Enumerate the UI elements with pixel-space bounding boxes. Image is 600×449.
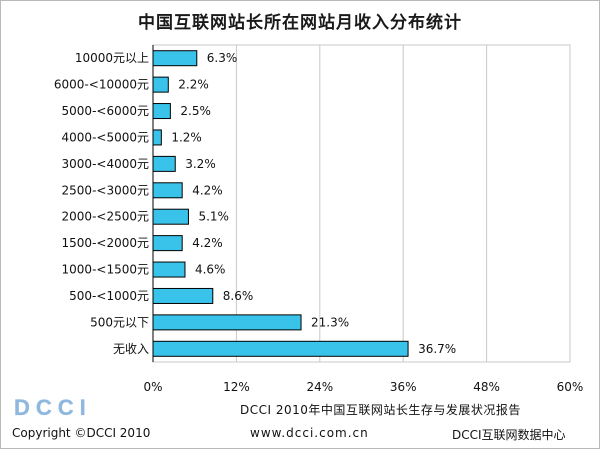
data-center-name: DCCI互联网数据中心 bbox=[452, 428, 566, 442]
bar bbox=[152, 340, 409, 357]
dcci-logo: DCCI bbox=[14, 396, 92, 418]
category-label: 6000-<10000元 bbox=[54, 78, 149, 92]
grid-layer bbox=[152, 44, 571, 363]
copyright-text: Copyright ©DCCI 2010 bbox=[12, 426, 151, 440]
data-label: 3.2% bbox=[185, 157, 216, 171]
bar bbox=[152, 103, 171, 120]
bar bbox=[152, 208, 189, 225]
category-label: 2500-<3000元 bbox=[62, 183, 149, 197]
x-tick-label: 24% bbox=[306, 380, 333, 394]
x-tick-label: 36% bbox=[390, 380, 417, 394]
category-label: 无收入 bbox=[113, 342, 149, 356]
data-label: 2.5% bbox=[180, 104, 211, 118]
bar bbox=[152, 287, 214, 304]
x-tick-label: 48% bbox=[473, 380, 500, 394]
data-label: 1.2% bbox=[171, 130, 202, 144]
category-label: 4000-<5000元 bbox=[62, 130, 149, 144]
data-label: 21.3% bbox=[311, 315, 349, 329]
x-tick-label: 12% bbox=[223, 380, 250, 394]
category-label: 1500-<2000元 bbox=[62, 236, 149, 250]
category-label: 10000元以上 bbox=[75, 51, 149, 65]
bar bbox=[152, 76, 169, 93]
data-label: 6.3% bbox=[207, 51, 238, 65]
x-tick-label: 0% bbox=[143, 380, 162, 394]
report-title: DCCI 2010年中国互联网站长生存与发展状况报告 bbox=[240, 403, 521, 417]
logo-text: DCCI bbox=[14, 396, 92, 418]
data-label: 4.2% bbox=[192, 183, 223, 197]
category-label: 500-<1000元 bbox=[69, 289, 149, 303]
data-label: 4.2% bbox=[192, 236, 223, 250]
data-label: 36.7% bbox=[418, 342, 456, 356]
bar bbox=[152, 235, 183, 252]
labels-layer: 0% 12% 24% 36% 48% 60% 10000元以上 6.3% 6000-<10000… bbox=[54, 51, 583, 394]
chart-title: 中国互联网站长所在网站月收入分布统计 bbox=[138, 13, 462, 33]
data-label: 5.1% bbox=[198, 210, 229, 224]
bar bbox=[152, 182, 183, 199]
category-label: 1000-<1500元 bbox=[62, 263, 149, 277]
website-url: www.dcci.com.cn bbox=[250, 426, 369, 440]
bars-layer bbox=[152, 50, 409, 357]
category-label: 500元以下 bbox=[90, 315, 149, 329]
bar bbox=[152, 314, 302, 331]
category-label: 2000-<2500元 bbox=[62, 210, 149, 224]
data-label: 4.6% bbox=[195, 263, 226, 277]
x-tick-label: 60% bbox=[557, 380, 584, 394]
category-label: 3000-<4000元 bbox=[62, 157, 149, 171]
bar bbox=[152, 129, 162, 146]
data-label: 2.2% bbox=[178, 78, 209, 92]
data-label: 8.6% bbox=[223, 289, 254, 303]
bar bbox=[152, 261, 186, 278]
category-label: 5000-<6000元 bbox=[62, 104, 149, 118]
bar bbox=[152, 155, 176, 172]
bar bbox=[152, 50, 198, 67]
